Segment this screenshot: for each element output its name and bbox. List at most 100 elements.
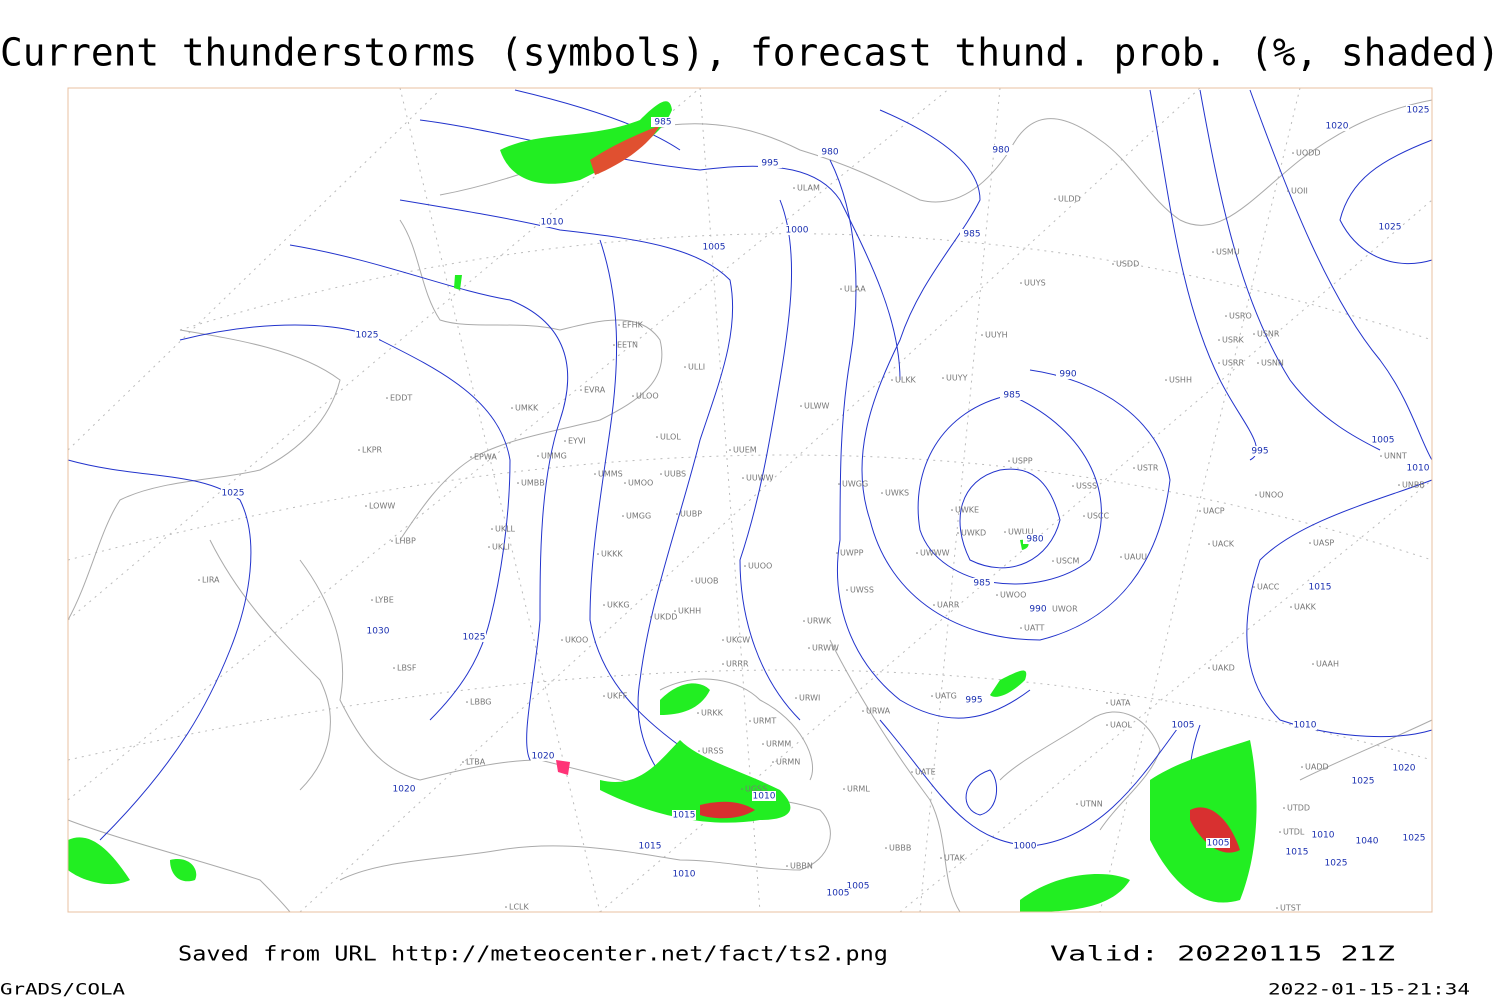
- station-dot: [691, 580, 693, 582]
- station-dot: [1165, 379, 1167, 381]
- station-code: ULOL: [660, 433, 681, 442]
- isobar-label: 1025: [1325, 859, 1348, 869]
- isobar-label-bg: [1392, 763, 1416, 773]
- station-dot: [1292, 152, 1294, 154]
- station-dot: [862, 710, 864, 712]
- station-code: UOII: [1291, 187, 1308, 196]
- station-dot: [488, 546, 490, 548]
- station-dot: [371, 599, 373, 601]
- station-dot: [1283, 807, 1285, 809]
- station-code: UTDD: [1287, 804, 1310, 813]
- station-code: URWK: [807, 617, 832, 626]
- station-dot: [656, 436, 658, 438]
- station-code: USHH: [1169, 376, 1192, 385]
- isobar-label: 1005: [827, 889, 850, 899]
- station-code: UMMS: [598, 470, 623, 479]
- isobar-label: 1020: [1326, 122, 1349, 132]
- station-code: UKLL: [495, 525, 516, 534]
- station-code: UWGG: [842, 480, 868, 489]
- station-dot: [391, 540, 393, 542]
- station-dot: [1076, 803, 1078, 805]
- station-code: UWKE: [955, 506, 979, 515]
- station-code: UUEM: [733, 446, 757, 455]
- station-dot: [722, 639, 724, 641]
- station-dot: [1287, 190, 1289, 192]
- station-code: EPWA: [474, 453, 497, 462]
- station-dot: [885, 847, 887, 849]
- isobar-label: 1010: [1407, 464, 1430, 474]
- isobar-label: 1010: [541, 218, 564, 228]
- station-dot: [1199, 510, 1201, 512]
- station-code: ULLI: [688, 363, 705, 372]
- timestamp: 2022-01-15-21:34: [1268, 980, 1470, 999]
- station-code: UBBB: [889, 844, 911, 853]
- station-dot: [511, 407, 513, 409]
- valid-time: Valid: 20220115 21Z: [1050, 942, 1395, 966]
- station-dot: [1008, 460, 1010, 462]
- station-code: UNBB: [1402, 481, 1425, 490]
- isobar-label: 1010: [673, 870, 696, 880]
- station-dot: [618, 324, 620, 326]
- station-code: URRR: [726, 660, 749, 669]
- isobar-label: 995: [965, 696, 982, 706]
- station-dot: [762, 743, 764, 745]
- isobar-label-bg: [531, 751, 555, 761]
- station-code: EYVI: [568, 437, 586, 446]
- isobar-label: 995: [1251, 447, 1268, 457]
- isobar-label: 1015: [1286, 848, 1309, 858]
- isobar-label-bg: [818, 147, 842, 157]
- station-dot: [491, 528, 493, 530]
- station-dot: [1020, 282, 1022, 284]
- isobar-label: 1025: [1403, 834, 1426, 844]
- station-code: UWOR: [1052, 605, 1078, 614]
- isobar-label: 1005: [1207, 839, 1230, 849]
- station-code: EETN: [617, 341, 638, 350]
- station-dot: [951, 509, 953, 511]
- isobar-label: 985: [963, 230, 980, 240]
- station-dot: [1279, 831, 1281, 833]
- station-code: UKDD: [654, 613, 677, 622]
- station-code: UWUU: [1008, 528, 1034, 537]
- station-dot: [722, 663, 724, 665]
- station-dot: [741, 788, 743, 790]
- station-dot: [1212, 251, 1214, 253]
- station-code: UTST: [1280, 904, 1301, 913]
- isobar-label: 1025: [1379, 223, 1402, 233]
- isobar-label-bg: [1355, 836, 1379, 846]
- station-dot: [803, 620, 805, 622]
- isobar-label-bg: [846, 881, 870, 891]
- station-code: EDDT: [390, 394, 412, 403]
- station-code: URMT: [753, 717, 776, 726]
- isobar-label-bg: [1026, 604, 1050, 614]
- station-code: ULOO: [636, 392, 659, 401]
- station-dot: [942, 377, 944, 379]
- station-code: UUBP: [680, 510, 702, 519]
- isobar-label: 980: [1026, 535, 1043, 545]
- station-dot: [505, 906, 507, 908]
- station-code: ULKK: [895, 376, 917, 385]
- isobar-label-bg: [366, 626, 390, 636]
- station-dot: [1218, 339, 1220, 341]
- isobar-label-bg: [1023, 534, 1047, 544]
- isobar-label: 1025: [1407, 106, 1430, 116]
- station-code: URSS: [702, 747, 724, 756]
- station-dot: [674, 610, 676, 612]
- station-dot: [891, 379, 893, 381]
- station-dot: [1301, 766, 1303, 768]
- isobar-label: 1005: [703, 243, 726, 253]
- station-dot: [1380, 455, 1382, 457]
- isobar-label-bg: [1402, 833, 1426, 843]
- map-title: Current thunderstorms (symbols), forecas…: [0, 31, 1500, 75]
- station-dot: [881, 492, 883, 494]
- isobar-label: 985: [654, 118, 671, 128]
- isobar-label-bg: [462, 632, 486, 642]
- station-code: UAKD: [1212, 664, 1235, 673]
- station-code: UKCW: [726, 636, 750, 645]
- isobar-label: 1010: [1294, 721, 1317, 731]
- station-code: UKKK: [601, 550, 623, 559]
- isobar-label-bg: [1406, 463, 1430, 473]
- isobar-label: 1005: [1372, 436, 1395, 446]
- isobar-label: 1040: [1356, 837, 1379, 847]
- isobar-label-bg: [1285, 847, 1309, 857]
- station-code: UATE: [915, 768, 936, 777]
